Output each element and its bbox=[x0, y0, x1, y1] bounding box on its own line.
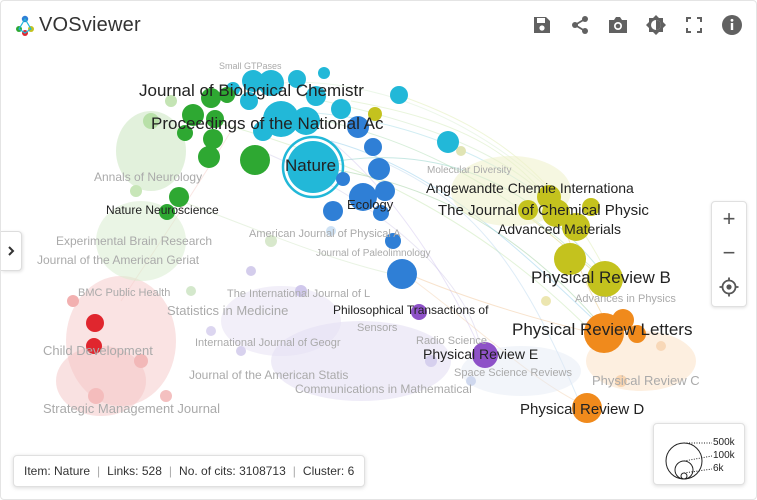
camera-icon bbox=[609, 17, 627, 33]
item-label: Item: bbox=[24, 464, 51, 478]
label-child-dev: Child Development bbox=[43, 343, 153, 358]
cluster-olive bbox=[368, 107, 623, 297]
app-name: VOSviewer bbox=[39, 14, 141, 36]
info-button[interactable] bbox=[720, 13, 744, 37]
label-prl: Physical Review Letters bbox=[512, 320, 692, 339]
chevron-right-icon bbox=[8, 246, 15, 256]
cluster-value: 6 bbox=[347, 464, 355, 478]
reset-view-button[interactable] bbox=[712, 270, 746, 304]
size-legend-graphic: 500k 100k 6k bbox=[665, 437, 736, 480]
label-radio-sci: Radio Science bbox=[416, 335, 487, 347]
label-small-gtpases: Small GTPases bbox=[219, 61, 282, 71]
label-strat-mgmt: Strategic Management Journal bbox=[43, 401, 220, 416]
label-prb: Physical Review B bbox=[531, 268, 671, 287]
node-nature[interactable] bbox=[281, 135, 345, 199]
crosshair-icon bbox=[719, 277, 739, 297]
label-jbc: Journal of Biological Chemistr bbox=[139, 81, 364, 100]
label-am-j-phys-a: American Journal of Physical A bbox=[249, 228, 401, 240]
label-angewandte: Angewandte Chemie Internationa bbox=[426, 180, 634, 196]
legend-500k: 500k bbox=[713, 437, 736, 448]
label-adv-phys: Advances in Physics bbox=[575, 293, 676, 305]
label-j-am-geriat: Journal of the American Geriat bbox=[37, 253, 200, 267]
label-phil-trans: Philosophical Transactions of bbox=[333, 303, 489, 317]
zoom-in-button[interactable]: + bbox=[722, 206, 736, 231]
label-adv-mat: Advanced Materials bbox=[498, 221, 621, 237]
side-panel-toggle[interactable] bbox=[1, 231, 22, 271]
label-space-sci: Space Science Reviews bbox=[454, 367, 573, 379]
label-j-paleo: Journal of Paleolimnology bbox=[316, 248, 431, 259]
zoom-controls: + − bbox=[711, 201, 747, 307]
share-icon bbox=[572, 16, 588, 34]
label-intl-j-geogr: International Journal of Geogr bbox=[195, 337, 341, 349]
toolbar bbox=[530, 13, 744, 37]
cits-label: No. of cits: bbox=[179, 464, 236, 478]
fullscreen-icon bbox=[686, 17, 702, 33]
cluster-purple bbox=[411, 304, 498, 368]
legend-100k: 100k bbox=[713, 450, 736, 461]
share-button[interactable] bbox=[568, 13, 592, 37]
save-icon bbox=[534, 17, 550, 33]
label-prd: Physical Review D bbox=[520, 401, 644, 418]
label-prc: Physical Review C bbox=[592, 373, 700, 388]
label-stat-med: Statistics in Medicine bbox=[167, 303, 288, 318]
label-sensors: Sensors bbox=[357, 322, 398, 334]
label-bmc-ph: BMC Public Health bbox=[78, 287, 170, 299]
zoom-out-button[interactable]: − bbox=[722, 240, 736, 265]
save-button[interactable] bbox=[530, 13, 554, 37]
cluster-label: Cluster: bbox=[302, 464, 345, 478]
fullscreen-button[interactable] bbox=[682, 13, 706, 37]
cluster-orange bbox=[572, 309, 646, 423]
cluster-green bbox=[159, 87, 270, 220]
brightness-icon bbox=[646, 15, 666, 35]
label-exp-brain: Experimental Brain Research bbox=[56, 234, 212, 248]
item-value: Nature bbox=[54, 464, 91, 478]
theme-button[interactable] bbox=[644, 13, 668, 37]
cluster-cyan bbox=[226, 67, 459, 153]
label-intl-j-l: The International Journal of L bbox=[227, 288, 370, 300]
background-nodes bbox=[56, 95, 696, 416]
item-info-bar: Item: Nature | Links: 528 | No. of cits:… bbox=[13, 455, 366, 487]
node-labels: Small GTPases Journal of Biological Chem… bbox=[37, 61, 700, 418]
legend-6k: 6k bbox=[713, 463, 725, 474]
label-annals-neuro: Annals of Neurology bbox=[94, 170, 202, 184]
label-nature-neuro: Nature Neuroscience bbox=[106, 203, 219, 217]
label-nature: Nature bbox=[285, 156, 336, 175]
size-legend: 500k 100k 6k bbox=[653, 423, 745, 485]
label-ecology: Ecology bbox=[347, 197, 394, 212]
links-value: 528 bbox=[141, 464, 162, 478]
screenshot-button[interactable] bbox=[606, 13, 630, 37]
label-j-chem-phys: The Journal of Chemical Physic bbox=[438, 202, 649, 219]
info-icon bbox=[722, 15, 742, 35]
cluster-red bbox=[86, 314, 104, 354]
label-pre: Physical Review E bbox=[423, 346, 538, 362]
label-comm-math: Communications in Mathematical bbox=[295, 382, 472, 396]
cluster-blue bbox=[323, 116, 417, 289]
label-pnas: Proceedings of the National Ac bbox=[151, 114, 384, 133]
vosviewer-logo-icon bbox=[16, 15, 34, 36]
app-logo: VOSviewer bbox=[15, 14, 141, 37]
links-label: Links: bbox=[107, 464, 139, 478]
label-j-am-stat: Journal of the American Statis bbox=[189, 368, 348, 382]
cits-value: 3108713 bbox=[239, 464, 286, 478]
label-mol-div: Molecular Diversity bbox=[427, 165, 511, 176]
